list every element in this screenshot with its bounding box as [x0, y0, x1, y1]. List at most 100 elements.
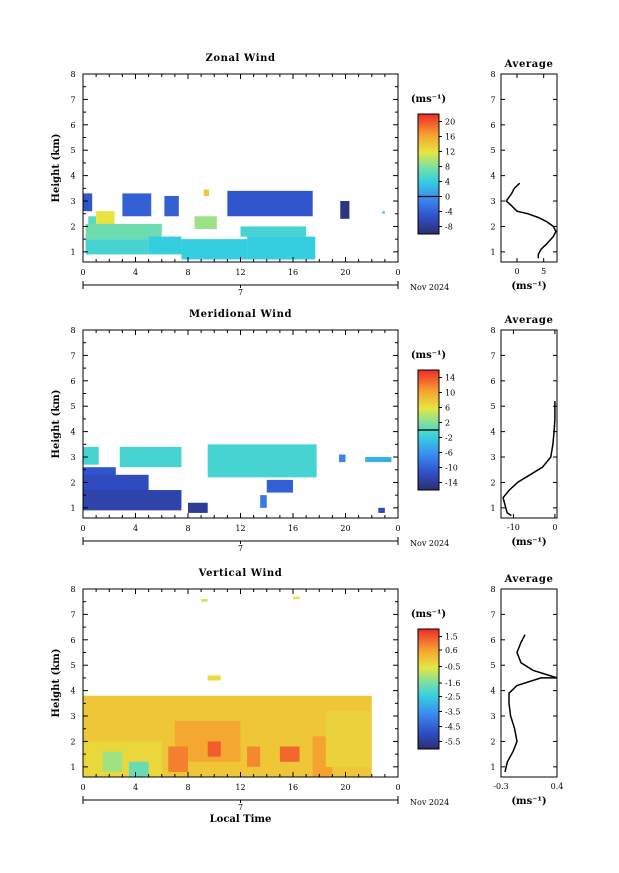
heat-cell: [83, 474, 149, 493]
profile-y-tick-label: 2: [490, 222, 495, 231]
date-label: 7: [238, 288, 243, 297]
heat-cell: [293, 596, 300, 600]
profile-y-tick-label: 6: [490, 636, 495, 645]
x-tick-label: 16: [288, 524, 298, 533]
profile-line: [502, 401, 556, 517]
profile-title: Average: [504, 315, 554, 326]
heat-cell: [378, 507, 385, 513]
heat-cell: [83, 490, 182, 511]
profile-x-tick-label: 0.4: [551, 782, 564, 791]
profile-x-label: (ms⁻¹): [511, 281, 546, 292]
colorbar-tick-label: 1.5: [445, 633, 458, 642]
heat-cell: [207, 741, 221, 757]
colorbar: [417, 113, 440, 235]
y-tick-label: 1: [70, 248, 75, 257]
colorbar-tick-label: -2: [445, 434, 453, 443]
profile-y-tick-label: 4: [490, 428, 495, 437]
month-label: Nov 2024: [410, 539, 449, 548]
date-label: 7: [238, 803, 243, 812]
x-tick-label: 12: [235, 268, 245, 277]
profile-y-tick-label: 8: [490, 585, 495, 594]
profile-y-tick-label: 1: [490, 504, 495, 513]
heat-cell: [85, 223, 162, 240]
y-axis-label: Height (km): [51, 390, 62, 459]
y-tick-label: 2: [70, 478, 75, 487]
month-label: Nov 2024: [410, 283, 449, 292]
colorbar-tick-label: 10: [445, 389, 455, 398]
y-tick-label: 4: [70, 687, 75, 696]
heat-cell: [119, 446, 182, 468]
profile-y-tick-label: 8: [490, 326, 495, 335]
profile-title: Average: [504, 59, 554, 70]
heat-cell: [279, 746, 300, 762]
profile-frame: [500, 73, 558, 263]
colorbar-tick-label: -4: [445, 208, 453, 217]
x-tick-label: 12: [235, 524, 245, 533]
profile-y-tick-label: 7: [490, 95, 495, 104]
colorbar: [417, 628, 440, 750]
x-tick-label: 0: [80, 783, 85, 792]
profile-title: Average: [504, 574, 554, 585]
heat-cell: [164, 195, 179, 217]
x-axis-label: Local Time: [210, 814, 272, 825]
profile-y-tick-label: 3: [490, 712, 495, 721]
profile-x-label: (ms⁻¹): [511, 537, 546, 548]
month-label: Nov 2024: [410, 798, 449, 807]
x-tick-label: 0: [80, 524, 85, 533]
y-axis-label: Height (km): [51, 134, 62, 203]
profile-x-tick-label: 0: [514, 267, 519, 276]
profile-y-tick-label: 7: [490, 351, 495, 360]
colorbar-tick-label: 6: [445, 404, 450, 413]
y-tick-label: 4: [70, 428, 75, 437]
y-tick-label: 5: [70, 661, 75, 670]
x-tick-label: 20: [340, 783, 350, 792]
y-tick-label: 6: [70, 377, 75, 386]
colorbar-tick-label: 0: [445, 193, 450, 202]
y-tick-label: 3: [70, 197, 75, 206]
y-tick-label: 4: [70, 172, 75, 181]
y-tick-label: 6: [70, 121, 75, 130]
y-tick-label: 1: [70, 763, 75, 772]
profile-y-tick-label: 3: [490, 197, 495, 206]
colorbar-tick-label: 16: [445, 133, 455, 142]
colorbar-tick-label: -5.5: [445, 738, 460, 747]
colorbar-tick-label: 8: [445, 163, 450, 172]
heat-cell: [168, 746, 188, 772]
x-tick-label: 4: [133, 783, 138, 792]
colorbar-tick-label: -1.6: [445, 679, 460, 688]
profile-y-tick-label: 5: [490, 146, 495, 155]
profile-frame: [500, 588, 558, 778]
y-tick-label: 8: [70, 585, 75, 594]
y-tick-label: 1: [70, 504, 75, 513]
colorbar-tick-label: 20: [445, 118, 455, 127]
y-tick-label: 5: [70, 402, 75, 411]
colorbar-tick-label: -0.5: [445, 663, 460, 672]
heat-cell: [382, 211, 385, 214]
profile-frame: [500, 329, 558, 519]
profile-y-tick-label: 3: [490, 453, 495, 462]
x-tick-label: 20: [340, 524, 350, 533]
y-tick-label: 8: [70, 70, 75, 79]
profile-y-tick-label: 1: [490, 248, 495, 257]
profile-y-tick-label: 5: [490, 402, 495, 411]
heat-cell: [227, 190, 313, 217]
heat-cell: [340, 201, 350, 219]
profile-line: [505, 182, 557, 259]
x-tick-label: 8: [185, 524, 190, 533]
y-tick-label: 7: [70, 351, 75, 360]
heat-cell: [188, 502, 208, 513]
profile-x-tick-label: 5: [541, 267, 546, 276]
profile-y-tick-label: 5: [490, 661, 495, 670]
heat-cell: [102, 751, 123, 772]
x-tick-label: 4: [133, 524, 138, 533]
colorbar-tick-label: -10: [445, 464, 458, 473]
heat-cell: [83, 467, 116, 478]
heat-cell: [122, 193, 152, 217]
colorbar-tick-label: -3.5: [445, 708, 460, 717]
heat-cell: [365, 457, 392, 463]
heat-cell: [83, 446, 99, 465]
y-tick-label: 3: [70, 453, 75, 462]
profile-y-tick-label: 1: [490, 763, 495, 772]
profile-y-tick-label: 7: [490, 610, 495, 619]
heat-cell: [194, 216, 217, 229]
